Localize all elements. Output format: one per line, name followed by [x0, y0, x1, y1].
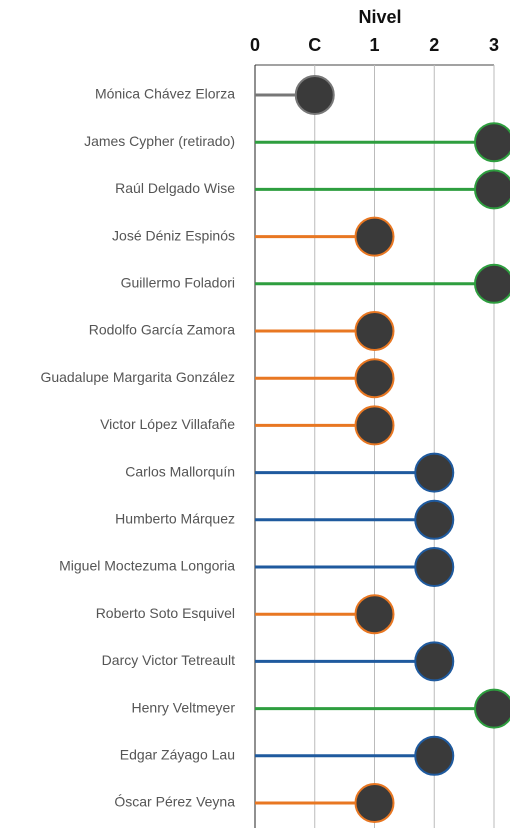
x-tick-label: 1: [369, 35, 379, 55]
name-label: Edgar Záyago Lau: [120, 747, 235, 763]
name-label: Victor López Villafañe: [100, 416, 235, 432]
head: [354, 216, 395, 257]
head: [474, 122, 510, 163]
name-label: James Cypher (retirado): [84, 133, 235, 149]
head: [414, 735, 455, 776]
name-label: Guillermo Foladori: [121, 275, 235, 291]
head: [414, 499, 455, 540]
name-label: Óscar Pérez Veyna: [114, 794, 235, 810]
x-tick-label: 2: [429, 35, 439, 55]
head: [354, 311, 395, 351]
x-tick-label: 0: [250, 35, 260, 55]
name-label: Darcy Victor Tetreault: [102, 652, 235, 668]
head: [354, 783, 395, 823]
name-label: Guadalupe Margarita González: [40, 369, 235, 385]
name-label: Raúl Delgado Wise: [115, 180, 235, 196]
name-label: Roberto Soto Esquivel: [96, 605, 235, 621]
name-label: Henry Veltmeyer: [132, 699, 236, 715]
head: [354, 358, 395, 399]
head: [294, 75, 335, 115]
head: [474, 263, 510, 304]
head: [414, 641, 455, 682]
name-label: José Déniz Espinós: [112, 227, 235, 243]
name-label: Rodolfo García Zamora: [89, 322, 235, 338]
head: [354, 594, 395, 635]
name-label: Mónica Chávez Elorza: [95, 86, 235, 102]
head: [354, 405, 395, 446]
name-label: Humberto Márquez: [115, 511, 235, 527]
x-tick-label: C: [308, 35, 321, 55]
x-tick-label: 3: [489, 35, 499, 55]
head: [414, 452, 455, 493]
name-label: Carlos Mallorquín: [125, 463, 235, 479]
head: [414, 547, 455, 587]
head: [474, 688, 510, 729]
name-label: Miguel Moctezuma Longoria: [59, 558, 235, 574]
head: [474, 169, 510, 210]
chart-title: Nivel: [358, 7, 401, 27]
